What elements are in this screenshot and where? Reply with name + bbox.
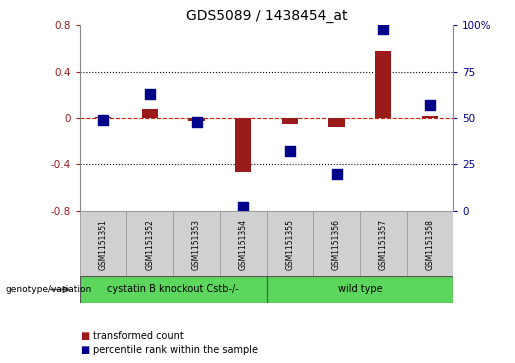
Bar xyxy=(95,117,111,118)
Point xyxy=(332,171,340,176)
Bar xyxy=(80,276,267,303)
Text: percentile rank within the sample: percentile rank within the sample xyxy=(93,345,258,355)
Bar xyxy=(360,211,406,276)
Text: GSM1151354: GSM1151354 xyxy=(238,219,248,270)
Text: genotype/variation: genotype/variation xyxy=(5,285,91,294)
Text: cystatin B knockout Cstb-/-: cystatin B knockout Cstb-/- xyxy=(107,285,239,294)
Text: GSM1151351: GSM1151351 xyxy=(99,219,108,270)
Text: wild type: wild type xyxy=(337,285,382,294)
Point xyxy=(99,117,107,123)
Point xyxy=(379,26,387,32)
Text: GSM1151353: GSM1151353 xyxy=(192,219,201,270)
Bar xyxy=(235,118,251,172)
Point xyxy=(146,91,154,97)
Text: transformed count: transformed count xyxy=(93,331,183,341)
Bar xyxy=(375,51,391,118)
Point xyxy=(193,119,201,125)
Bar xyxy=(188,118,204,122)
Bar xyxy=(127,211,173,276)
Bar xyxy=(267,211,313,276)
Text: GSM1151357: GSM1151357 xyxy=(379,219,388,270)
Bar xyxy=(173,211,220,276)
Text: GSM1151358: GSM1151358 xyxy=(425,219,434,270)
Point xyxy=(239,204,247,210)
Bar xyxy=(313,211,360,276)
Bar xyxy=(282,118,298,124)
Point xyxy=(426,102,434,108)
Text: ■: ■ xyxy=(80,345,89,355)
Title: GDS5089 / 1438454_at: GDS5089 / 1438454_at xyxy=(186,9,347,23)
Point xyxy=(286,148,294,154)
Bar xyxy=(220,211,267,276)
Text: GSM1151352: GSM1151352 xyxy=(145,219,154,270)
Text: GSM1151356: GSM1151356 xyxy=(332,219,341,270)
Bar xyxy=(267,276,453,303)
Bar xyxy=(142,109,158,118)
Text: ■: ■ xyxy=(80,331,89,341)
Bar xyxy=(406,211,453,276)
Text: GSM1151355: GSM1151355 xyxy=(285,219,295,270)
Bar xyxy=(422,116,438,118)
Bar xyxy=(80,211,127,276)
Bar xyxy=(329,118,345,127)
